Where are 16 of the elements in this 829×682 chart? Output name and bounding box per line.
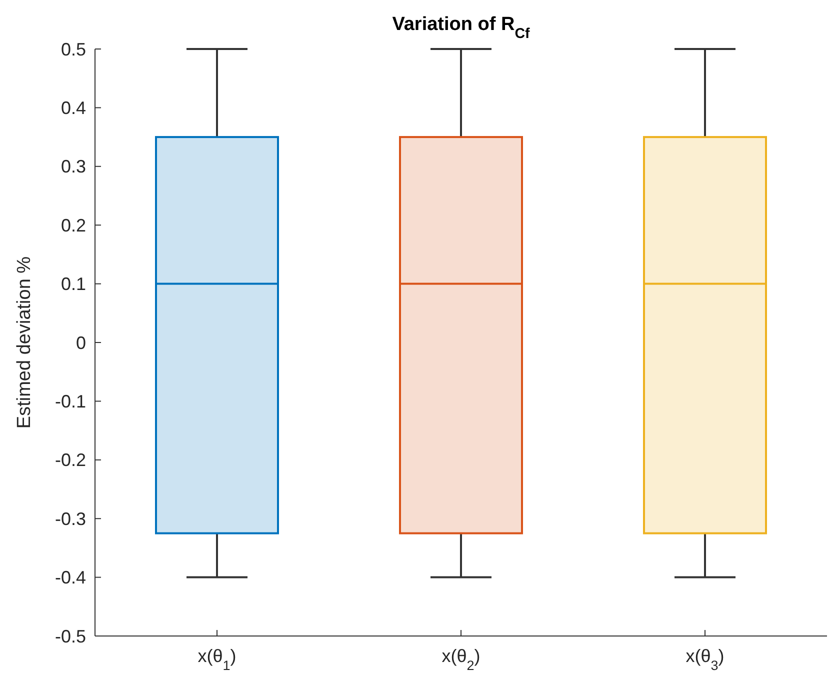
y-tick-label: -0.1	[54, 392, 86, 412]
y-tick-label: -0.3	[54, 508, 86, 529]
chart-title: Variation of R$_{Cf}$	[392, 14, 530, 42]
y-tick-label: 0.3	[60, 156, 86, 177]
y-tick-label: 0.4	[60, 98, 86, 118]
y-axis-title: Estimed deviation %	[14, 256, 35, 429]
y-tick-label: -0.5	[54, 626, 86, 646]
y-tick-label: 0.2	[60, 215, 86, 236]
x-tick-label: x(θ$_{1}$)	[198, 646, 236, 672]
y-tick-label: 0.5	[60, 39, 86, 60]
y-tick-label: -0.2	[54, 450, 86, 470]
y-tick-label: 0.1	[60, 274, 86, 294]
x-tick-label: x(θ$_{2}$)	[442, 646, 480, 672]
x-tick-label: x(θ$_{3}$)	[686, 646, 724, 672]
y-tick-label: -0.4	[54, 568, 86, 588]
y-tick-label: 0	[76, 332, 86, 353]
